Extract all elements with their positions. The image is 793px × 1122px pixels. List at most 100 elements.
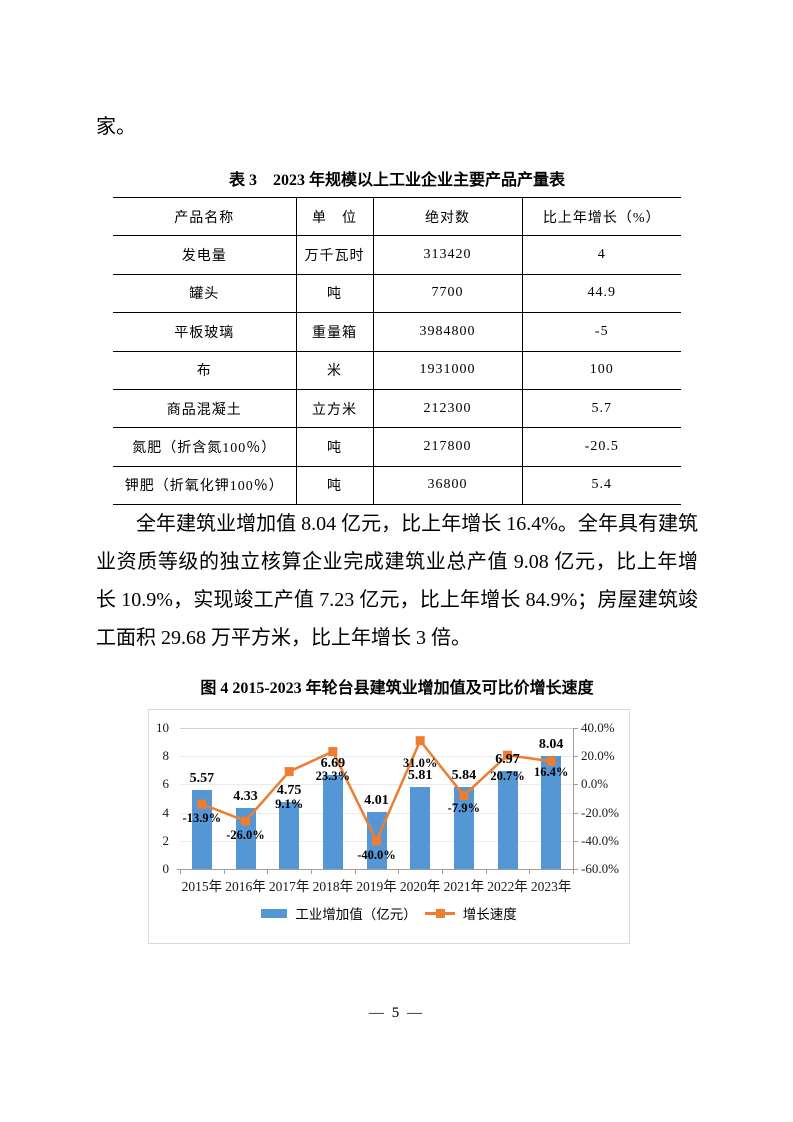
col-header-product: 产品名称 [113,196,296,236]
table-cell: 布 [113,350,296,390]
x-axis-tick [267,870,269,874]
table-title: 表 3 2023 年规模以上工业企业主要产品产量表 [228,172,565,189]
chart-legend: 工业增加值（亿元） 增长速度 [149,904,629,922]
table-row: 布米 1931000 100 [113,350,681,390]
legend-label-bars: 工业增加值（亿元） [295,907,417,922]
bar-value-label: 4.01 [364,793,389,809]
x-tick-label: 2016年 [225,879,266,894]
chart: 0 2 4 6 8 10 40.0% 20.0% 0.0% -20.0% -40.0% -60.0% 2… [148,709,630,944]
table-row: 商品混凝土 立方米 212300 5.7 [113,388,681,428]
table-cell: 4 [521,235,681,275]
right-axis-tick [573,840,578,842]
table-cell: 5.4 [521,465,681,505]
line-point-marker [328,747,338,757]
x-tick-label: 2020年 [399,879,441,894]
bar-value-label: 6.97 [495,751,520,767]
table-row: 罐头吨 7700 44.9 [113,273,681,313]
y-tick-label-left: 8 [162,748,170,764]
y-tick-label-left: 4 [162,804,170,820]
x-tick-label: 2015年 [181,879,223,894]
gridline [180,756,573,758]
growth-rate-label: -13.9% [182,810,222,825]
y-tick-label-right: 0.0% [581,776,609,792]
x-axis-tick [573,870,574,874]
table-cell: 钾肥（折氧化钾100％） [113,465,296,505]
x-tick-label: 2017年 [268,879,310,894]
x-axis-line [177,869,577,870]
table-body: 发电量 万千瓦时 313420 4 罐头吨 7700 44.9 平板玻璃 重量箱 3984800-… [113,235,681,505]
bar [410,787,431,869]
line-point-marker [284,767,294,777]
growth-rate-label: 20.7% [490,769,525,784]
table-cell: 217800 [372,427,522,467]
bar-value-label: 4.75 [276,783,302,799]
legend-line-swatch [424,908,455,918]
bar-value-label: 4.33 [233,788,258,804]
x-tick-label: 2022年 [487,879,528,894]
x-axis-tick [354,870,356,874]
x-axis-tick [223,870,225,874]
table-cell: 36800 [372,465,522,505]
growth-rate-label: -7.9% [447,800,480,815]
bar-value-label: 8.04 [538,736,564,752]
y-tick-label-right: -60.0% [581,861,619,876]
table-cell: 万千瓦时 [295,235,373,275]
x-axis-tick [442,870,443,874]
table-cell: -5 [521,312,681,352]
line-point-marker [415,736,425,746]
figure-title: 图 4 2015-2023 年轮台县建筑业增加值及可比价增长速度 [200,680,594,697]
body-paragraph: 全年建筑业增加值 8.04 亿元，比上年增长 16.4%。全年具有建筑业资质等级… [96,513,698,649]
table-cell: 重量箱 [295,312,373,352]
bar [322,774,343,869]
table-cell: 发电量 [113,235,296,275]
bar-value-label: 5.81 [407,768,433,784]
table-cell: 米 [295,350,373,390]
line-point-marker [372,836,381,846]
y-tick-label-left: 0 [162,861,170,876]
table-cell: 100 [521,350,681,390]
x-tick-label: 2018年 [312,879,354,894]
table-cell: -20.5 [521,427,681,467]
table-cell: 罐头 [113,273,296,313]
right-axis-tick [573,869,578,870]
x-axis-tick [485,870,487,874]
y-tick-label-right: 40.0% [581,720,615,735]
paragraph-overflow-text: 家。 [96,116,136,138]
x-axis-tick [529,870,531,874]
bar-value-label: 5.57 [189,771,215,787]
line-point-marker [459,791,469,801]
table-cell: 1931000 [372,350,522,390]
table-header-row: 产品名称 单 位 绝对数 比上年增长（%） [113,196,681,236]
y-tick-label-left: 2 [162,832,170,848]
table-row: 发电量 万千瓦时 313420 4 [113,235,681,275]
bar [279,802,300,869]
bar [235,807,256,869]
x-axis-tick [180,870,181,874]
bar [191,790,212,869]
table-row: 平板玻璃 重量箱 3984800 -5 [113,312,681,352]
y-tick-label-left: 6 [162,776,170,792]
plot-area: 0 2 4 6 8 10 40.0% 20.0% 0.0% -20.0% -40.0% -60.0% 2… [149,710,629,943]
gridline [180,784,573,786]
page-number: — 5 — [369,1005,424,1021]
line-point-marker [503,750,512,760]
table-row: 氮肥（折含氮100％）吨 217800 -20.5 [113,427,681,467]
col-header-unit: 单 位 [295,196,373,236]
right-axis-line [573,728,574,870]
gridline-top [180,728,573,729]
table-cell: 吨 [295,427,373,467]
table-cell: 5.7 [521,388,681,428]
right-axis-tick [573,756,578,758]
right-axis-tick [573,728,578,729]
x-tick-label: 2021年 [443,879,485,894]
bar [497,770,518,869]
table-cell: 立方米 [295,388,373,428]
col-header-absolute: 绝对数 [372,196,522,236]
table-cell: 吨 [295,465,373,505]
bar [453,786,474,869]
bar [541,755,562,869]
line-point-marker [241,816,250,826]
growth-rate-label: 31.0% [402,755,438,770]
table-cell: 氮肥（折含氮100％） [113,427,296,467]
legend-label-line: 增长速度 [462,907,517,922]
